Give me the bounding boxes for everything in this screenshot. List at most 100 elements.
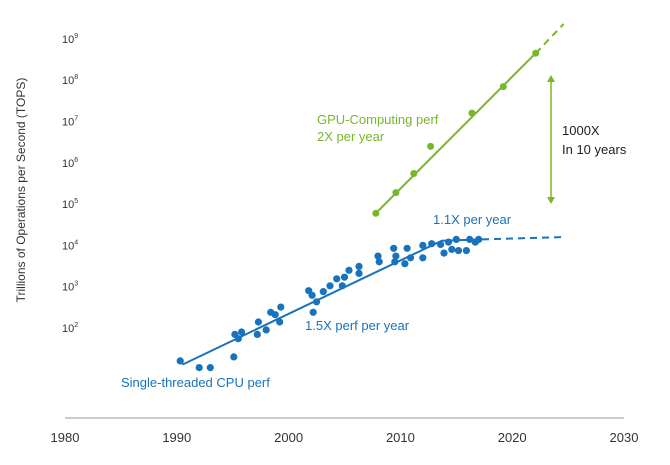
y-tick-exponent: 2 bbox=[74, 322, 78, 329]
cpu-data-point bbox=[271, 311, 279, 319]
y-tick-exponent: 4 bbox=[74, 239, 78, 246]
cpu-data-point bbox=[428, 240, 436, 248]
annotation-line: Single-threaded CPU perf bbox=[121, 375, 270, 390]
cpu-data-point bbox=[309, 308, 317, 316]
gpu-data-point bbox=[468, 109, 476, 117]
y-tick-exponent: 6 bbox=[74, 157, 78, 164]
cpu-data-point bbox=[452, 235, 460, 243]
y-tick-exponent: 7 bbox=[74, 116, 78, 123]
cpu-data-point bbox=[230, 353, 238, 361]
cpu-data-point bbox=[444, 238, 453, 246]
cpu-data-point bbox=[403, 244, 411, 252]
trend-lines-layer bbox=[181, 23, 566, 366]
gpu-trend-line bbox=[375, 52, 537, 215]
cpu-data-point bbox=[345, 266, 353, 274]
cpu-data-point bbox=[406, 254, 415, 262]
cpu-data-point bbox=[254, 318, 262, 326]
cpu-data-point bbox=[462, 247, 470, 255]
cpu-series-label: Single-threaded CPU perf bbox=[121, 375, 270, 390]
cpu-data-point bbox=[391, 258, 399, 266]
cpu-data-point bbox=[355, 262, 363, 270]
annotation-line: 1.5X perf per year bbox=[305, 318, 410, 333]
gpu-growth-annotation: GPU-Computing perf 2X per year bbox=[317, 112, 439, 144]
y-tick-base: 10 bbox=[62, 240, 74, 252]
cpu-data-point bbox=[475, 235, 483, 243]
cpu-data-point bbox=[374, 252, 382, 260]
y-tick-label: 106 bbox=[62, 157, 78, 170]
x-tick-label: 2020 bbox=[498, 430, 527, 445]
cpu-data-point bbox=[466, 235, 474, 243]
y-tick-base: 10 bbox=[62, 323, 74, 335]
y-tick-label: 102 bbox=[62, 322, 78, 335]
y-tick-base: 10 bbox=[62, 199, 74, 211]
y-tick-base: 10 bbox=[62, 34, 74, 46]
arrow-up-icon bbox=[547, 75, 555, 82]
x-tick-label: 2010 bbox=[386, 430, 415, 445]
cpu-data-point bbox=[355, 269, 363, 277]
cpu-growth-annotation: 1.5X perf per year bbox=[305, 318, 410, 333]
cpu-data-point bbox=[308, 291, 316, 299]
cpu-data-point bbox=[176, 357, 184, 365]
y-tick-base: 10 bbox=[62, 158, 74, 170]
cpu-data-point bbox=[238, 328, 246, 336]
cpu-trend-line bbox=[181, 238, 483, 366]
cpu-data-point bbox=[437, 240, 445, 249]
y-tick-exponent: 9 bbox=[74, 33, 78, 40]
y-tick-exponent: 8 bbox=[74, 74, 78, 81]
gpu-data-point bbox=[499, 83, 507, 91]
y-tick-base: 10 bbox=[62, 282, 74, 294]
x-tick-label: 2000 bbox=[274, 430, 303, 445]
y-tick-label: 107 bbox=[62, 116, 78, 129]
x-tick-label: 1990 bbox=[162, 430, 191, 445]
cpu-data-point bbox=[253, 330, 261, 338]
cpu-data-point bbox=[419, 241, 427, 249]
y-tick-label: 105 bbox=[62, 198, 78, 211]
cpu-data-point bbox=[448, 245, 456, 253]
y-tick-label: 109 bbox=[62, 33, 78, 46]
cpu-data-point bbox=[390, 244, 398, 252]
annotations-layer: GPU-Computing perf 2X per year 1000X In 10 … bbox=[121, 75, 627, 390]
cpu-projection-line bbox=[481, 236, 566, 241]
y-tick-exponent: 3 bbox=[74, 281, 78, 288]
axis-layer: 1980 1990 2000 2010 2020 20301021031041051061… bbox=[14, 33, 638, 445]
cpu-data-point bbox=[276, 318, 284, 326]
annotation-line: 1.1X per year bbox=[433, 212, 512, 227]
cpu-data-point bbox=[326, 282, 334, 290]
cpu-data-point bbox=[440, 249, 448, 257]
gpu-data-point bbox=[372, 209, 380, 217]
gpu-data-point bbox=[532, 49, 540, 57]
data-points-layer bbox=[176, 49, 540, 372]
x-tick-label: 1980 bbox=[51, 430, 80, 445]
cpu-data-point bbox=[206, 364, 214, 372]
cpu-data-point bbox=[454, 247, 463, 255]
gpu-data-point bbox=[392, 189, 400, 197]
cpu-recent-growth-annotation: 1.1X per year bbox=[433, 212, 512, 227]
y-tick-base: 10 bbox=[62, 75, 74, 87]
cpu-data-point bbox=[195, 364, 203, 372]
y-tick-label: 108 bbox=[62, 74, 78, 87]
cpu-data-point bbox=[401, 260, 409, 268]
y-tick-label: 103 bbox=[62, 281, 78, 294]
cpu-data-point bbox=[419, 254, 427, 262]
cpu-data-point bbox=[262, 326, 270, 334]
thousandx-annotation: 1000X In 10 years bbox=[562, 123, 627, 157]
annotation-line: In 10 years bbox=[562, 142, 627, 157]
cpu-data-point bbox=[375, 258, 383, 266]
cpu-data-point bbox=[392, 252, 400, 260]
cpu-data-point bbox=[234, 335, 242, 343]
cpu-data-point bbox=[340, 273, 349, 281]
cpu-data-point bbox=[319, 288, 327, 296]
annotation-line: 1000X bbox=[562, 123, 600, 138]
cpu-data-point bbox=[338, 282, 346, 290]
annotation-line: 2X per year bbox=[317, 129, 385, 144]
x-tick-label: 2030 bbox=[610, 430, 639, 445]
y-tick-exponent: 5 bbox=[74, 198, 78, 205]
gpu-data-point bbox=[427, 142, 435, 150]
annotation-line: GPU-Computing perf bbox=[317, 112, 439, 127]
gpu-projection-line bbox=[534, 23, 565, 54]
cpu-data-point bbox=[333, 275, 341, 283]
arrow-down-icon bbox=[547, 197, 555, 204]
y-tick-label: 104 bbox=[62, 239, 78, 252]
y-axis-label: Trillions of Operations per Second (TOPS… bbox=[14, 78, 28, 303]
